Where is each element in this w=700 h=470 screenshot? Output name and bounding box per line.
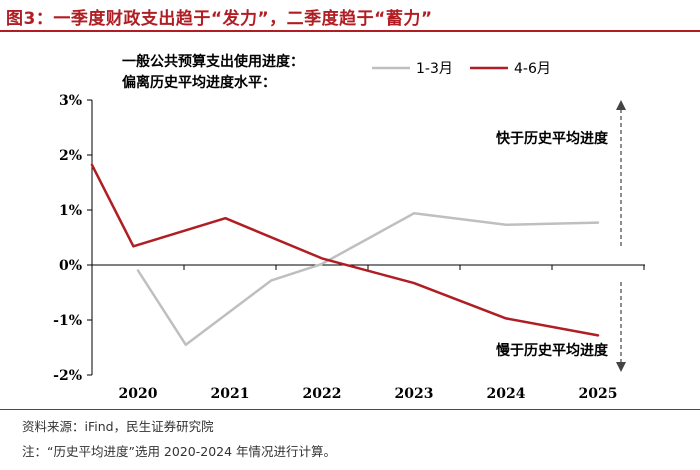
remark-note: 注：“历史平均进度”选用 2020-2024 年情况进行计算。 [22, 444, 337, 459]
series-line-0 [136, 212, 600, 347]
x-tick-label: 2024 [487, 386, 526, 402]
chart-title-line-2: 偏离历史平均进度水平： [122, 74, 276, 91]
chart-title-line-1: 一般公共预算支出使用进度： [122, 53, 304, 70]
annotation-below: 慢于历史平均进度 [496, 342, 609, 359]
footer-divider [0, 409, 700, 410]
figure-title: 图3：一季度财政支出趋于“发力”，二季度趋于“蓄力” [6, 9, 433, 29]
y-tick-label: 2% [59, 148, 82, 164]
x-tick-label: 2022 [303, 386, 342, 402]
x-tick-label: 2023 [395, 386, 434, 402]
y-tick-label: -1% [53, 313, 82, 329]
x-tick-label: 2020 [119, 386, 158, 402]
down-arrow-head [616, 362, 626, 372]
source-note: 资料来源：iFind，民生证券研究院 [22, 419, 214, 434]
y-tick-label: 1% [59, 203, 82, 219]
series-line-1 [90, 163, 600, 337]
annotation-above: 快于历史平均进度 [496, 130, 609, 147]
title-divider [0, 30, 700, 32]
y-tick-label: 3% [59, 93, 82, 109]
legend-label-0: 1-3月 [416, 61, 453, 77]
x-tick-label: 2025 [579, 386, 618, 402]
legend-label-1: 4-6月 [514, 61, 551, 77]
up-arrow-head [616, 100, 626, 110]
x-tick-label: 2021 [211, 386, 250, 402]
y-tick-label: 0% [59, 258, 82, 274]
line-chart: -2% -1% 0% 1% 2% 3% 2020 2021 2022 2023 2024 2025 一… [53, 53, 645, 402]
y-tick-label: -2% [53, 368, 82, 384]
